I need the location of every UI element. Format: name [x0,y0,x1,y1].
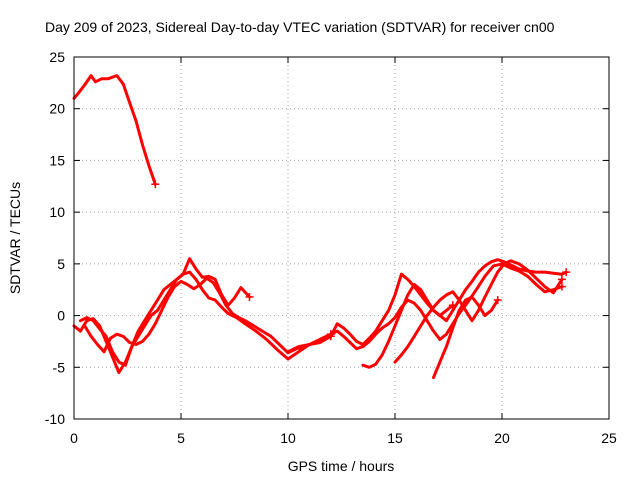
series-arc-8 [393,259,564,364]
plus-marker [493,296,502,305]
series-arc-1 [72,74,157,186]
grid [74,57,609,419]
plot-frame [73,56,610,420]
y-tick-label: -5 [53,359,66,375]
y-tick-label: 0 [57,308,65,324]
series-arc-4 [83,276,333,355]
axis-ticks: 0 5 10 15 20 25 -10 -5 0 5 10 15 20 25 [45,49,617,446]
data-traces [72,74,571,380]
series-arc-2 [72,257,251,374]
x-tick-label: 10 [280,430,296,446]
series-arc-6 [318,262,564,351]
x-tick-label: 20 [494,430,510,446]
x-tick-label: 5 [177,430,185,446]
y-tick-label: 10 [49,204,65,220]
chart-title: Day 209 of 2023, Sidereal Day-to-day VTE… [45,19,555,35]
series-arc-9 [432,295,500,380]
x-tick-label: 0 [70,430,78,446]
y-tick-label: 25 [49,49,65,65]
plus-marker [562,268,571,277]
plus-marker [557,282,566,291]
series-arc-3 [78,270,333,367]
plus-marker [151,180,160,189]
x-tick-label: 25 [601,430,617,446]
y-tick-label: 5 [57,256,65,272]
y-tick-label: 20 [49,101,65,117]
y-tick-label: -10 [45,411,65,427]
x-axis-label: GPS time / hours [288,458,395,474]
y-axis-label: SDTVAR / TECUs [7,182,23,294]
x-tick-label: 15 [387,430,403,446]
plus-marker [245,292,254,301]
y-tick-label: 15 [49,152,65,168]
plus-marker [557,275,566,284]
